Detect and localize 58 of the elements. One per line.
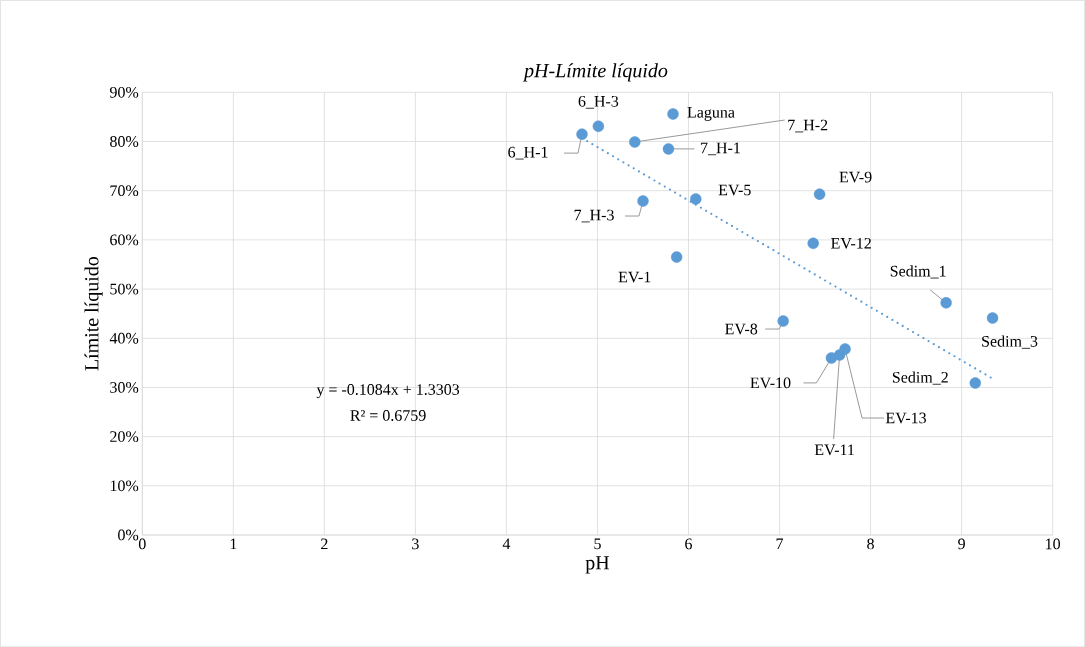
annotation: 7_H-1 xyxy=(701,142,740,156)
annotation: EV-5 xyxy=(718,184,751,196)
annotation: EV-10 xyxy=(750,377,791,389)
annotation: 7_H-3 xyxy=(574,209,614,223)
x-tick-label: 10 xyxy=(1046,538,1061,550)
y-tick-label: 60% xyxy=(110,234,139,246)
annotation: R² = 0.6759 xyxy=(350,409,426,421)
annotation: EV-11 xyxy=(814,444,854,456)
point xyxy=(592,120,605,132)
annotation: EV-9 xyxy=(839,171,872,183)
point xyxy=(670,251,683,263)
annotation: Sedim_1 xyxy=(890,265,946,279)
annotation: EV-1 xyxy=(618,271,651,283)
annotation: y = -0.1084x + 1.3303 xyxy=(316,383,460,399)
point xyxy=(690,193,702,205)
point xyxy=(969,377,981,389)
x-tick-label: 6 xyxy=(685,538,693,550)
y-tick-label: 80% xyxy=(110,135,139,147)
y-tick-label: 30% xyxy=(110,381,139,393)
annotation: Sedim_3 xyxy=(982,335,1038,349)
y-tick-label: 50% xyxy=(110,283,139,295)
annotation: EV-8 xyxy=(725,323,758,335)
y-tick-label: 90% xyxy=(109,86,139,98)
point xyxy=(667,108,679,120)
point xyxy=(813,188,826,200)
point xyxy=(777,315,789,327)
annotation: EV-12 xyxy=(831,237,871,249)
x-tick-label: 1 xyxy=(230,538,237,549)
x-tick-label: 4 xyxy=(502,538,511,549)
y-tick-label: 10% xyxy=(110,480,139,492)
y-axis-title: Límite líquido xyxy=(84,256,103,371)
annotation: 6_H-1 xyxy=(508,146,548,160)
point xyxy=(986,312,999,324)
x-tick-label: 0 xyxy=(138,538,146,550)
x-tick-label: 7 xyxy=(776,538,784,549)
point xyxy=(662,143,675,155)
annotation: Sedim_2 xyxy=(892,371,948,385)
point xyxy=(940,296,952,309)
point xyxy=(637,195,649,207)
point xyxy=(629,136,641,148)
x-tick-label: 5 xyxy=(594,538,601,549)
x-tick-label: 8 xyxy=(867,538,874,550)
point xyxy=(839,343,851,355)
annotation: Laguna xyxy=(687,106,735,121)
y-tick-label: 40% xyxy=(109,332,139,344)
annotation: 7_H-2 xyxy=(788,119,828,133)
annotation: 6_H-3 xyxy=(578,95,619,109)
annotation: EV-13 xyxy=(885,412,926,424)
y-tick-label: 0% xyxy=(118,529,139,541)
y-tick-label: 70% xyxy=(110,185,139,196)
chart-title: pH-Límite líquido xyxy=(522,63,668,82)
x-axis-title: pH xyxy=(585,556,610,574)
point xyxy=(807,237,819,249)
x-tick-label: 9 xyxy=(958,538,965,550)
point xyxy=(576,128,588,140)
y-tick-label: 20% xyxy=(110,431,139,442)
x-tick-label: 2 xyxy=(321,538,328,549)
x-tick-label: 3 xyxy=(412,538,419,550)
